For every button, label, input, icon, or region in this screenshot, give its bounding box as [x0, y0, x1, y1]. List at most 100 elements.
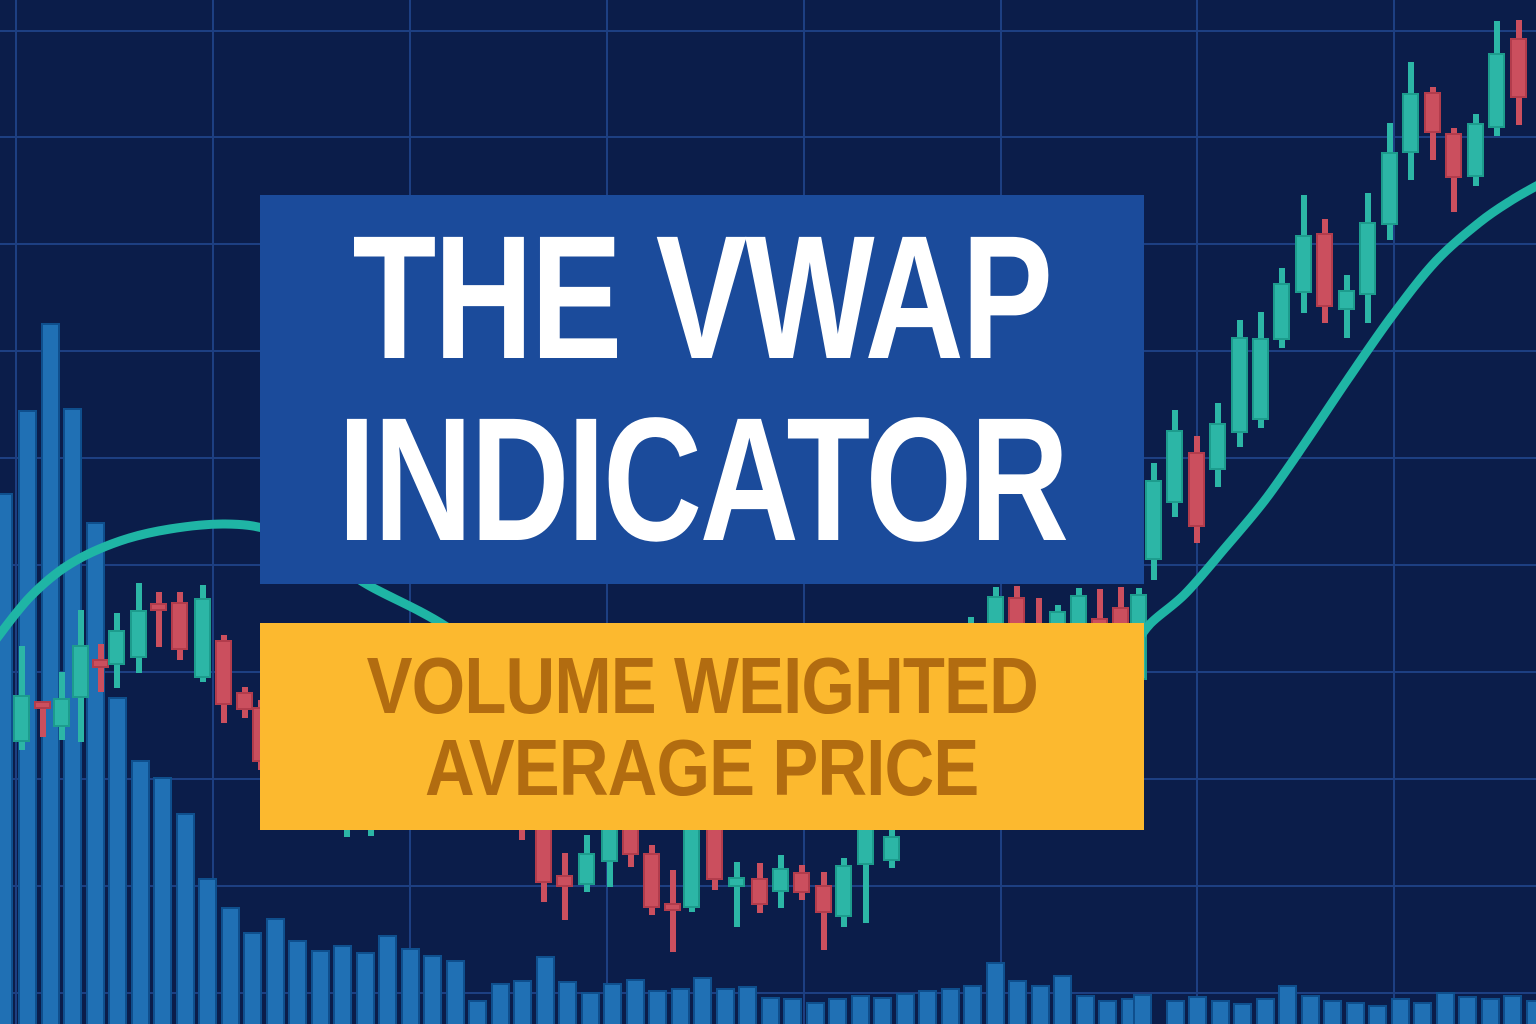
- volume-bar: [626, 979, 645, 1024]
- candle-body: [130, 610, 147, 658]
- candle-body: [772, 868, 789, 892]
- candle-body: [1488, 53, 1505, 128]
- volume-bar: [1526, 1000, 1536, 1024]
- title-banner: THE VWAP INDICATOR: [260, 195, 1144, 584]
- volume-bar: [131, 760, 150, 1024]
- volume-bar: [738, 986, 757, 1024]
- candle-wick: [98, 644, 104, 692]
- volume-bar: [513, 980, 532, 1024]
- candle-body: [556, 875, 573, 887]
- volume-bar: [1053, 975, 1072, 1024]
- volume-bar: [783, 998, 802, 1024]
- volume-bar: [1301, 995, 1320, 1024]
- grid-line-horizontal: [0, 136, 1536, 138]
- volume-bar: [266, 918, 285, 1024]
- volume-bar: [446, 960, 465, 1024]
- volume-bar: [1133, 994, 1152, 1024]
- volume-bar: [221, 907, 240, 1024]
- candle-body: [1209, 423, 1226, 470]
- candle-body: [1359, 222, 1376, 295]
- volume-bar: [333, 945, 352, 1024]
- candle-body: [1188, 452, 1205, 527]
- candle-body: [815, 885, 832, 913]
- candle-body: [92, 659, 109, 668]
- candle-body: [194, 598, 211, 678]
- candle-body: [236, 692, 253, 710]
- candle-body: [1295, 235, 1312, 293]
- grid-line-horizontal: [0, 30, 1536, 32]
- title-line-1: THE VWAP: [352, 200, 1054, 397]
- candle-body: [883, 836, 900, 861]
- volume-bar: [1098, 1000, 1117, 1024]
- volume-bar: [1458, 996, 1477, 1024]
- candle-body: [793, 872, 810, 893]
- candle-body: [108, 630, 125, 665]
- volume-bar: [716, 988, 735, 1024]
- candle-body: [150, 603, 167, 611]
- volume-bar: [1233, 1003, 1252, 1024]
- candle-body: [1273, 283, 1290, 340]
- candle-body: [1166, 430, 1183, 503]
- volume-bar: [86, 522, 105, 1024]
- volume-bar: [693, 977, 712, 1024]
- candle-body: [1338, 290, 1355, 310]
- grid-line-horizontal: [0, 992, 1536, 994]
- volume-bar: [896, 993, 915, 1024]
- volume-bar: [468, 1000, 487, 1024]
- candle-body: [1231, 337, 1248, 433]
- subtitle-banner: VOLUME WEIGHTED AVERAGE PRICE: [260, 623, 1144, 830]
- volume-bar: [108, 697, 127, 1024]
- volume-bar: [536, 956, 555, 1024]
- volume-bar: [1256, 998, 1275, 1024]
- candle-body: [835, 865, 852, 917]
- volume-bar: [356, 952, 375, 1024]
- volume-bar: [918, 990, 937, 1024]
- volume-bar: [41, 323, 60, 1024]
- candle-wick: [734, 862, 740, 927]
- volume-bar: [1346, 1002, 1365, 1024]
- grid-line-horizontal: [0, 885, 1536, 887]
- volume-bar: [491, 983, 510, 1024]
- candle-body: [728, 877, 745, 887]
- candle-body: [1402, 93, 1419, 153]
- volume-bar: [311, 950, 330, 1024]
- candle-body: [751, 878, 768, 905]
- candle-body: [34, 701, 51, 709]
- volume-bar: [1436, 992, 1455, 1024]
- candle-body: [1381, 152, 1398, 225]
- candle-body: [1510, 38, 1527, 98]
- volume-bar: [1031, 985, 1050, 1024]
- candle-body: [643, 853, 660, 908]
- candle-body: [171, 602, 188, 650]
- volume-bar: [1323, 1000, 1342, 1024]
- volume-bar: [986, 962, 1005, 1024]
- grid-line-vertical: [212, 0, 214, 1024]
- volume-bar: [176, 813, 195, 1024]
- candle-body: [664, 903, 681, 911]
- candle-body: [1424, 92, 1441, 133]
- candle-body: [1445, 133, 1462, 178]
- volume-bar: [1008, 980, 1027, 1024]
- volume-bar: [401, 948, 420, 1024]
- volume-bar: [941, 988, 960, 1024]
- volume-bar: [873, 997, 892, 1024]
- volume-bar: [1278, 985, 1297, 1024]
- volume-bar: [828, 998, 847, 1024]
- volume-bar: [153, 777, 172, 1024]
- volume-bar: [963, 985, 982, 1024]
- volume-bar: [558, 981, 577, 1024]
- candle-body: [215, 640, 232, 705]
- volume-bar: [1503, 995, 1522, 1024]
- candle-body: [13, 695, 30, 742]
- volume-bar: [1413, 1002, 1432, 1024]
- title-line-2: INDICATOR: [337, 381, 1069, 578]
- candle-body: [578, 853, 595, 885]
- volume-bar: [198, 878, 217, 1024]
- volume-bar: [648, 990, 667, 1024]
- volume-bar: [423, 955, 442, 1024]
- candle-wick: [156, 592, 162, 647]
- volume-bar: [1211, 1000, 1230, 1024]
- volume-bar: [1368, 1005, 1387, 1024]
- volume-bar: [851, 995, 870, 1024]
